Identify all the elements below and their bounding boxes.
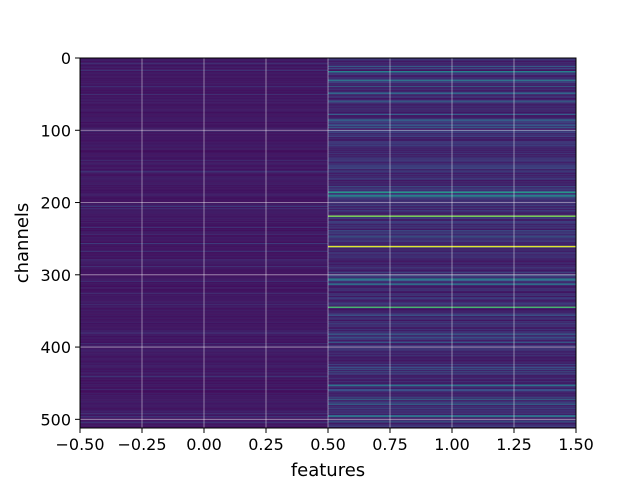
y-tick-label: 500 — [40, 410, 71, 429]
x-tick-label: 0.00 — [186, 435, 222, 454]
x-axis-label: features — [291, 460, 365, 480]
y-tick-label: 0 — [61, 49, 71, 68]
x-tick-label: 0.25 — [248, 435, 284, 454]
y-tick-label: 200 — [40, 194, 71, 213]
x-tick-label: 0.75 — [372, 435, 408, 454]
y-tick-label: 300 — [40, 266, 71, 285]
x-axis-ticks: −0.50 −0.25 0.00 0.25 0.50 0.75 1.00 1.25 1.50 — [55, 428, 594, 454]
x-tick-label: 1.50 — [558, 435, 594, 454]
x-tick-label: −0.50 — [55, 435, 104, 454]
x-tick-label: −0.25 — [117, 435, 166, 454]
y-axis-ticks: 0 100 200 300 400 500 — [40, 49, 80, 429]
y-tick-label: 400 — [40, 338, 71, 357]
x-tick-label: 0.50 — [310, 435, 346, 454]
x-tick-label: 1.25 — [496, 435, 532, 454]
y-tick-label: 100 — [40, 121, 71, 140]
y-axis-label: channels — [12, 203, 33, 284]
x-tick-label: 1.00 — [434, 435, 470, 454]
